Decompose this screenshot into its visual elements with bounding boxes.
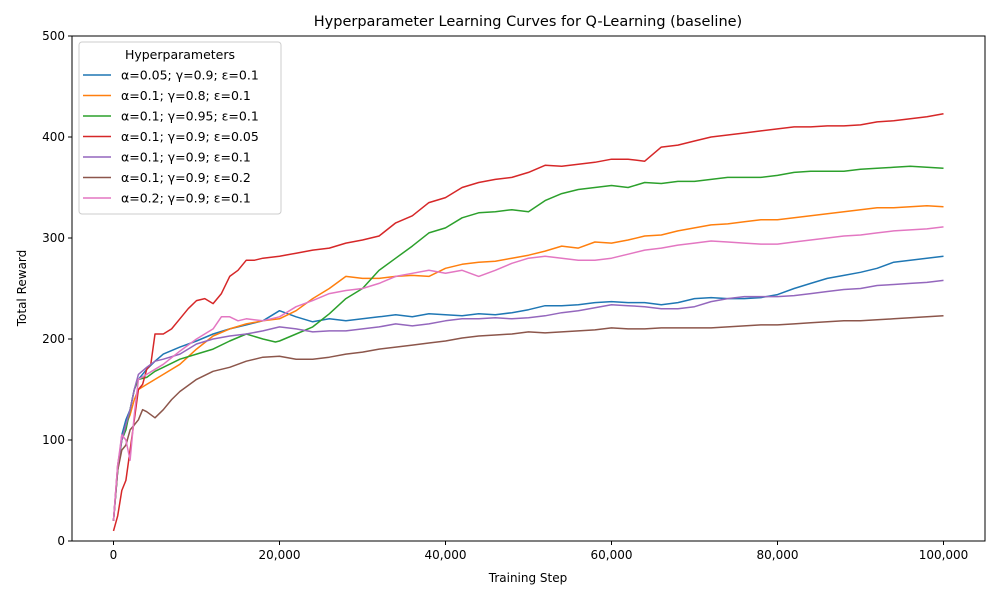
legend-label: α=0.05; γ=0.9; ε=0.1	[121, 68, 259, 83]
y-tick-label: 500	[42, 29, 65, 43]
legend-label: α=0.1; γ=0.9; ε=0.1	[121, 150, 251, 165]
legend-title: Hyperparameters	[125, 47, 235, 62]
legend-label: α=0.1; γ=0.8; ε=0.1	[121, 88, 251, 103]
y-tick-label: 0	[57, 534, 65, 548]
legend-items: α=0.05; γ=0.9; ε=0.1 α=0.1; γ=0.8; ε=0.1 α…	[83, 68, 259, 206]
y-tick-label: 100	[42, 433, 65, 447]
x-tick-label: 40,000	[425, 548, 467, 562]
legend-label: α=0.1; γ=0.9; ε=0.2	[121, 170, 251, 185]
y-axis: 0 100 200 300 400 500	[42, 29, 72, 548]
legend-label: α=0.2; γ=0.9; ε=0.1	[121, 191, 251, 206]
legend-label: α=0.1; γ=0.9; ε=0.05	[121, 129, 259, 144]
y-tick-label: 400	[42, 130, 65, 144]
x-axis: 0 20,000 40,000 60,000 80,000 100,000	[110, 541, 969, 562]
x-tick-label: 0	[110, 548, 118, 562]
x-tick-label: 100,000	[919, 548, 969, 562]
legend-label: α=0.1; γ=0.95; ε=0.1	[121, 109, 259, 124]
legend-box	[78, 41, 282, 215]
x-axis-label: Training Step	[488, 571, 568, 585]
y-tick-label: 200	[42, 332, 65, 346]
plot-frame	[71, 35, 986, 542]
series-line-7	[112, 226, 944, 521]
y-tick-label: 300	[42, 231, 65, 245]
series-line-4	[112, 113, 944, 532]
series-line-6	[112, 315, 944, 521]
series-line-2	[112, 204, 944, 521]
y-axis-label: Total Reward	[15, 250, 29, 328]
series-line-3	[112, 165, 944, 521]
series-line-1	[112, 255, 944, 521]
x-tick-label: 20,000	[259, 548, 301, 562]
series-line-5	[112, 279, 944, 521]
x-tick-label: 80,000	[757, 548, 799, 562]
chart-title: Hyperparameter Learning Curves for Q-Lea…	[314, 14, 742, 30]
legend: Hyperparameters α=0.05; γ=0.9; ε=0.1α=0.…	[78, 41, 282, 215]
x-tick-label: 60,000	[591, 548, 633, 562]
plot-lines	[112, 113, 944, 532]
